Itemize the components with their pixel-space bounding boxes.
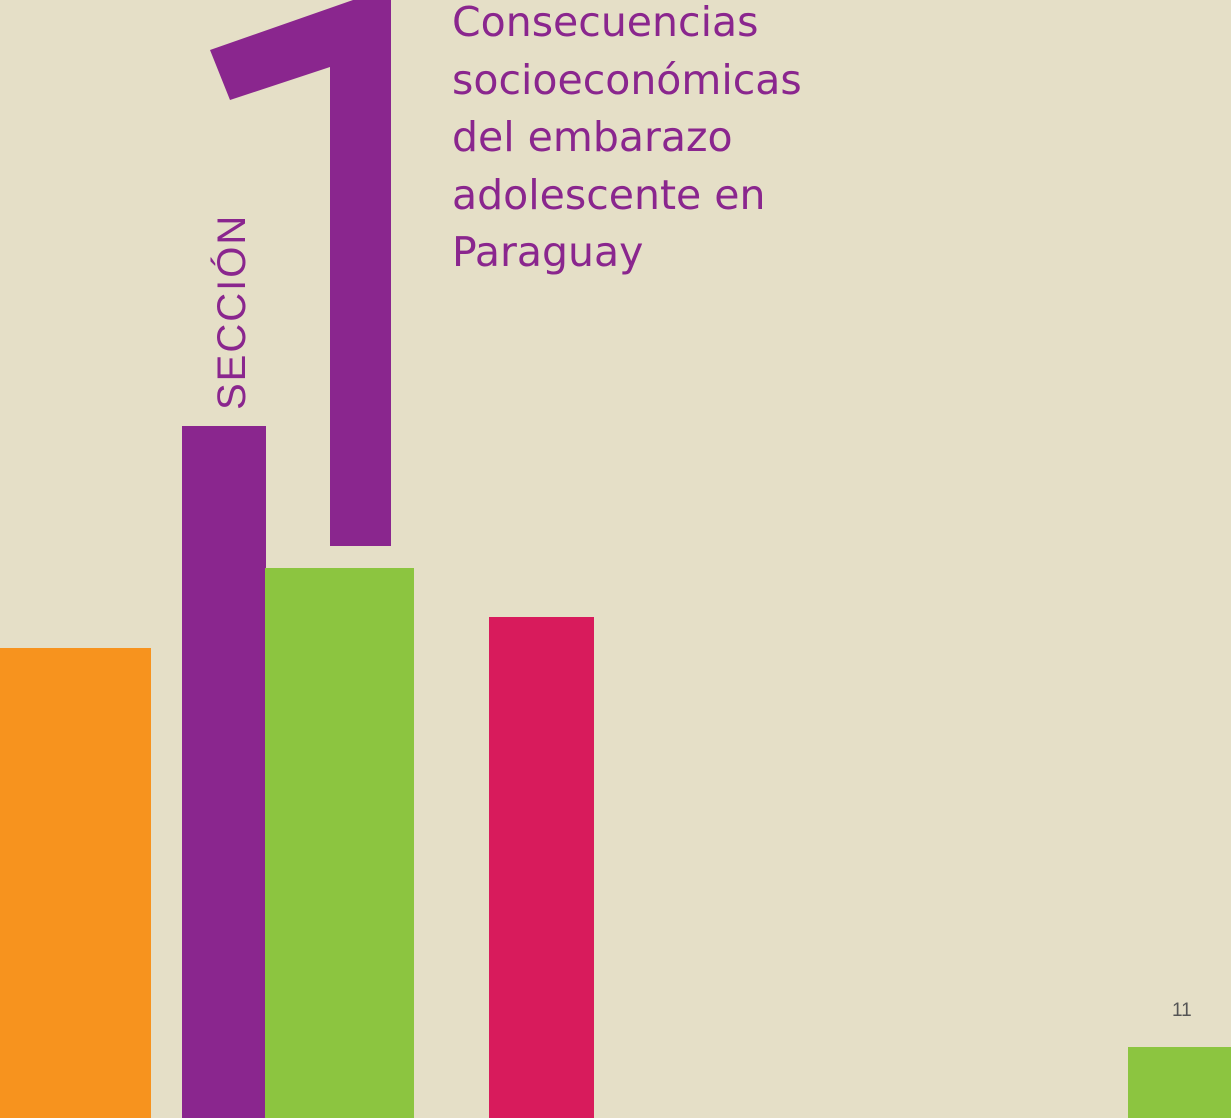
section-label: SECCIÓN — [210, 213, 254, 410]
title-line: Consecuencias — [452, 0, 759, 46]
green-bar — [265, 568, 414, 1118]
title-line: adolescente en — [452, 170, 766, 219]
title-line: Paraguay — [452, 228, 644, 276]
corner-green-bar — [1128, 1047, 1231, 1118]
orange-bar — [0, 648, 151, 1118]
numeral-one-shape — [210, 0, 391, 546]
pink-bar — [489, 617, 594, 1118]
page-title: Consecuencias socioeconómicas del embara… — [452, 0, 912, 282]
purple-bar — [182, 426, 266, 1118]
title-line: del embarazo — [452, 113, 733, 161]
title-line: socioeconómicas — [452, 55, 802, 104]
page-number: 11 — [1172, 1000, 1192, 1021]
